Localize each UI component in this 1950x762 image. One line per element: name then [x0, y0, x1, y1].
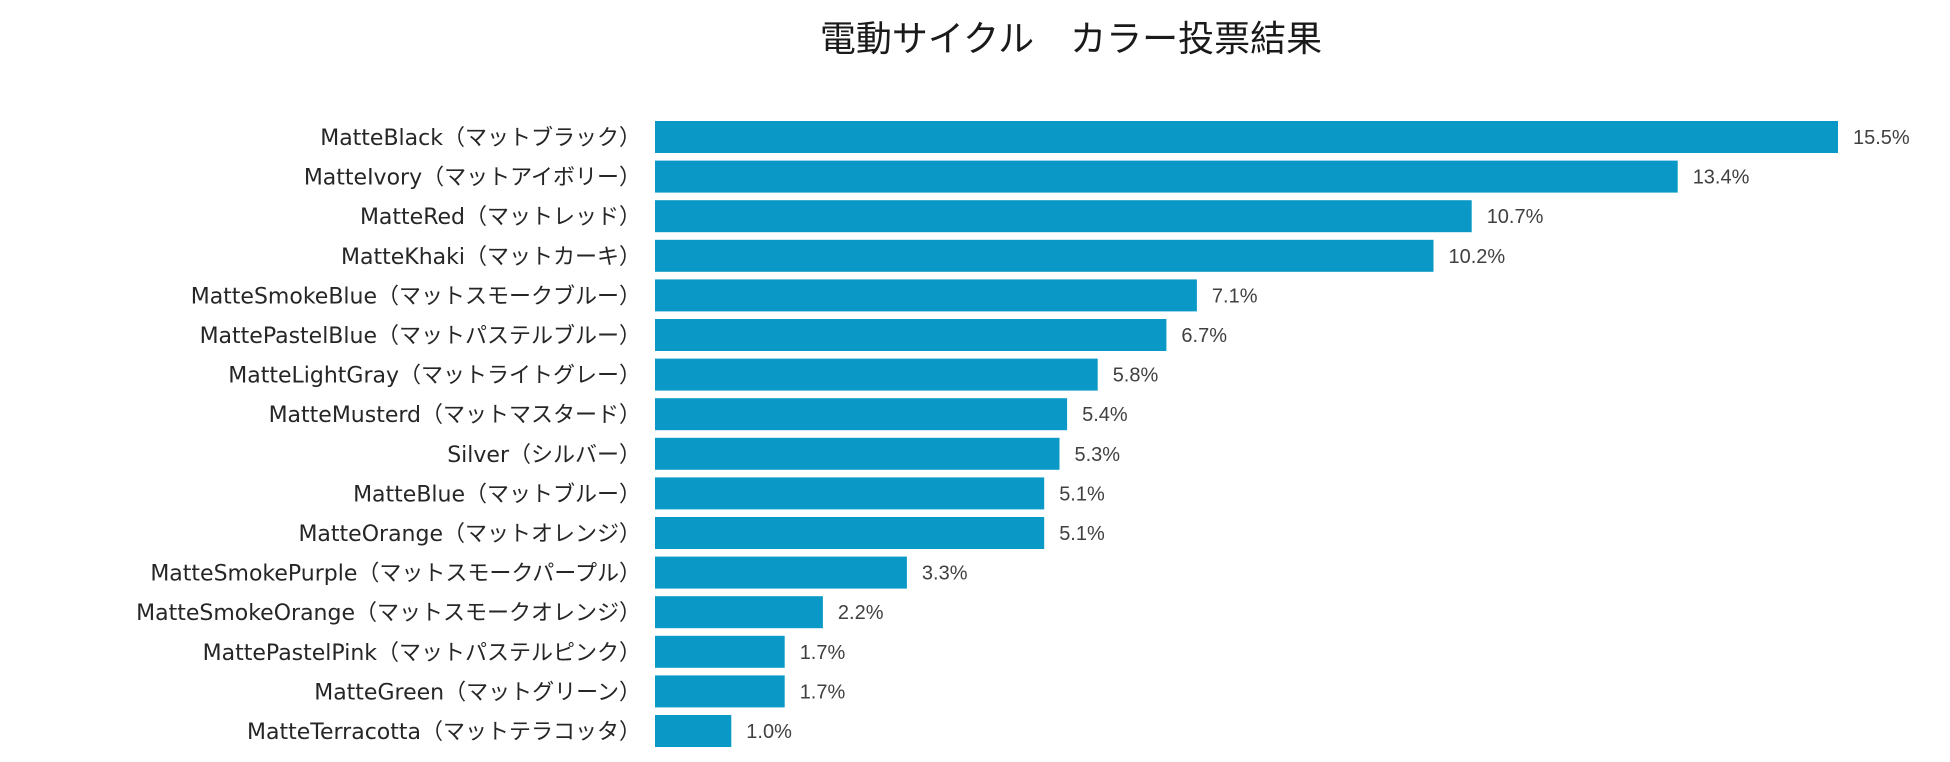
- category-label: MatteSmokePurple（マットスモークパープル）: [150, 562, 641, 587]
- bar: [655, 358, 1098, 391]
- value-label: 1.7%: [800, 681, 846, 703]
- bar: [655, 279, 1197, 312]
- bar: [655, 160, 1678, 193]
- value-label: 5.8%: [1113, 365, 1159, 387]
- value-label: 5.4%: [1082, 404, 1128, 426]
- value-label: 7.1%: [1212, 285, 1258, 307]
- category-label: MatteIvory（マットアイボリー）: [304, 166, 641, 191]
- category-label: MatteOrange（マットオレンジ）: [298, 522, 641, 547]
- bar: [655, 398, 1068, 431]
- bar: [655, 675, 785, 708]
- bar: [655, 477, 1045, 510]
- value-label: 10.2%: [1449, 246, 1506, 268]
- category-label: MattePastelPink（マットパステルピンク）: [203, 641, 641, 666]
- value-label: 5.1%: [1059, 483, 1105, 505]
- bar: [655, 319, 1167, 351]
- category-label: Silver（シルバー）: [447, 443, 641, 468]
- value-label: 5.1%: [1059, 523, 1105, 545]
- bar: [655, 596, 823, 629]
- value-label: 15.5%: [1853, 127, 1910, 149]
- bar: [655, 121, 1838, 153]
- bar: [655, 239, 1434, 272]
- category-label: MattePastelBlue（マットパステルブルー）: [200, 324, 641, 349]
- value-label: 1.7%: [800, 642, 846, 664]
- value-label: 1.0%: [746, 721, 792, 743]
- value-label: 5.3%: [1075, 444, 1121, 466]
- value-label: 2.2%: [838, 602, 884, 624]
- category-label: MatteGreen（マットグリーン）: [314, 680, 641, 705]
- bar: [655, 437, 1060, 470]
- value-label: 13.4%: [1693, 167, 1750, 189]
- category-label: MatteTerracotta（マットテラコッタ）: [247, 720, 641, 745]
- category-label: MatteSmokeBlue（マットスモークブルー）: [191, 284, 641, 309]
- category-label: MatteRed（マットレッド）: [360, 205, 641, 230]
- category-label: MatteMusterd（マットマスタード）: [269, 403, 641, 428]
- category-label: MatteSmokeOrange（マットスモークオレンジ）: [136, 601, 641, 626]
- value-label: 10.7%: [1487, 206, 1544, 228]
- value-label: 6.7%: [1181, 325, 1227, 347]
- category-label: MatteBlue（マットブルー）: [353, 482, 641, 507]
- category-label: MatteBlack（マットブラック）: [320, 126, 641, 151]
- bar: [655, 635, 785, 668]
- category-label: MatteLightGray（マットライトグレー）: [228, 364, 641, 389]
- bar: [655, 517, 1045, 549]
- category-label: MatteKhaki（マットカーキ）: [341, 245, 641, 270]
- bar: [655, 200, 1472, 233]
- bar: [655, 556, 907, 589]
- bars-group: MatteBlack（マットブラック） 15.5% MatteIvory（マットアイ…: [136, 121, 1910, 747]
- value-label: 3.3%: [922, 563, 968, 585]
- chart-title: 電動サイクル カラー投票結果: [819, 19, 1323, 60]
- bar: [655, 715, 732, 747]
